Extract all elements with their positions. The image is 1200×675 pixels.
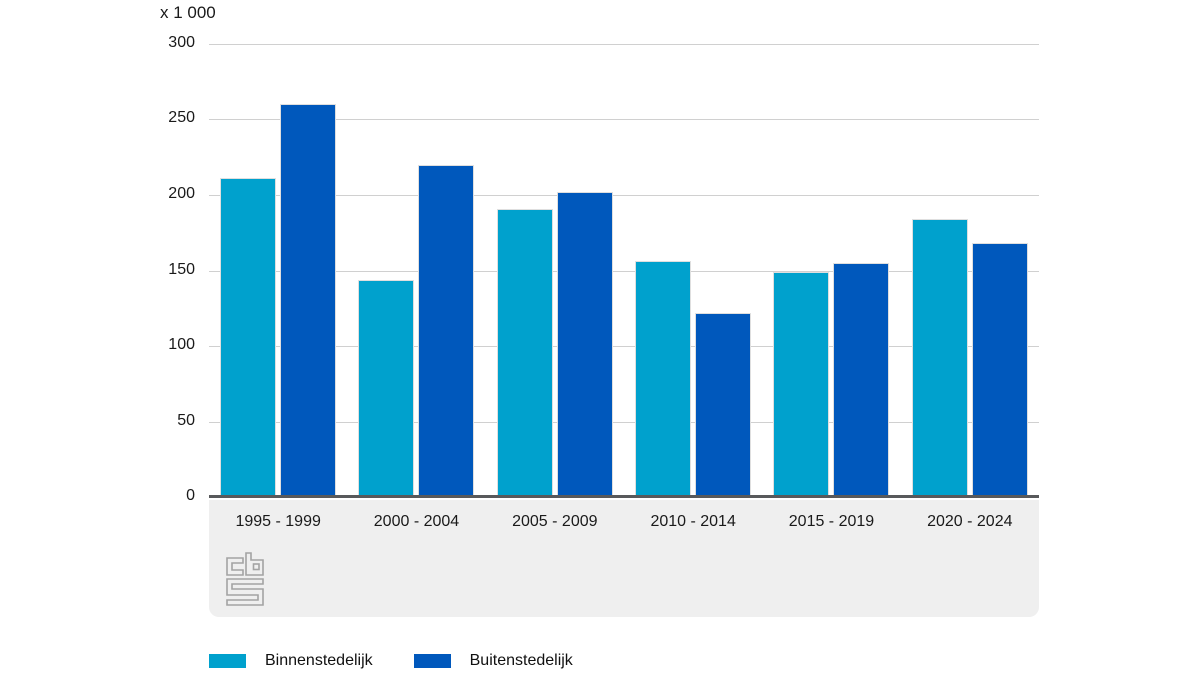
y-tick-label-100: 100: [168, 336, 195, 354]
x-axis-category-labels: 1995 - 1999 2000 - 2004 2005 - 2009 2010 - …: [209, 500, 1039, 531]
bar-binnenstedelijk-2005-2009[interactable]: [496, 208, 553, 497]
bar-group-2000-2004: [347, 44, 485, 497]
gridline-150: [209, 270, 1039, 272]
bar-group-2010-2014: [624, 44, 762, 497]
legend-label-buitenstedelijk: Buitenstedelijk: [469, 652, 573, 669]
bar-buitenstedelijk-2020-2024[interactable]: [971, 243, 1028, 497]
bar-buitenstedelijk-1995-1999[interactable]: [280, 104, 337, 497]
bar-buitenstedelijk-2000-2004[interactable]: [418, 164, 475, 497]
bar-binnenstedelijk-2020-2024[interactable]: [911, 219, 968, 497]
bar-group-1995-1999: [209, 44, 347, 497]
x-category-label-2015-2019: 2015 - 2019: [788, 513, 875, 530]
gridline-50: [209, 421, 1039, 423]
cbs-logo: [226, 552, 264, 606]
legend-swatch-buitenstedelijk: [413, 654, 451, 668]
y-tick-label-0: 0: [186, 487, 195, 505]
bar-buitenstedelijk-2015-2019[interactable]: [833, 262, 890, 497]
x-category-label-2000-2004: 2000 - 2004: [373, 513, 460, 530]
y-tick-label-150: 150: [168, 260, 195, 278]
bar-group-2020-2024: [901, 44, 1039, 497]
bar-groups: [209, 44, 1039, 497]
bar-buitenstedelijk-2005-2009[interactable]: [556, 191, 613, 497]
gridline-250: [209, 119, 1039, 121]
x-category-label-1995-1999: 1995 - 1999: [235, 513, 321, 530]
legend-item-binnenstedelijk[interactable]: Binnenstedelijk: [209, 652, 373, 670]
y-tick-label-50: 50: [177, 411, 195, 429]
y-tick-label-200: 200: [168, 185, 195, 203]
x-category-label-2005-2009: 2005 - 2009: [512, 513, 598, 530]
legend-item-buitenstedelijk[interactable]: Buitenstedelijk: [413, 652, 573, 670]
gridline-300: [209, 44, 1039, 45]
gridline-100: [209, 345, 1039, 347]
bar-binnenstedelijk-1995-1999[interactable]: [220, 178, 277, 497]
x-category-label-2020-2024: 2020 - 2024: [927, 513, 1013, 530]
bar-group-2005-2009: [486, 44, 624, 497]
x-axis-line: [209, 495, 1039, 498]
legend-swatch-binnenstedelijk: [209, 654, 246, 668]
gridline-200: [209, 194, 1039, 196]
legend: Binnenstedelijk Buitenstedelijk: [209, 652, 614, 670]
x-category-label-2010-2014: 2010 - 2014: [650, 513, 736, 530]
y-tick-label-300: 300: [168, 34, 195, 52]
legend-label-binnenstedelijk: Binnenstedelijk: [265, 652, 373, 669]
bar-binnenstedelijk-2015-2019[interactable]: [773, 272, 830, 497]
bar-binnenstedelijk-2010-2014[interactable]: [635, 261, 692, 497]
plot-area: 0 50 100 150 200 250 300: [168, 34, 1039, 504]
bar-binnenstedelijk-2000-2004[interactable]: [358, 279, 415, 497]
bar-group-2015-2019: [762, 44, 900, 497]
x-axis-band: 1995 - 1999 2000 - 2004 2005 - 2009 2010 - …: [209, 500, 1039, 617]
bar-buitenstedelijk-2010-2014[interactable]: [695, 312, 752, 497]
y-tick-label-250: 250: [168, 109, 195, 127]
y-axis-unit-label: x 1 000: [160, 3, 216, 22]
